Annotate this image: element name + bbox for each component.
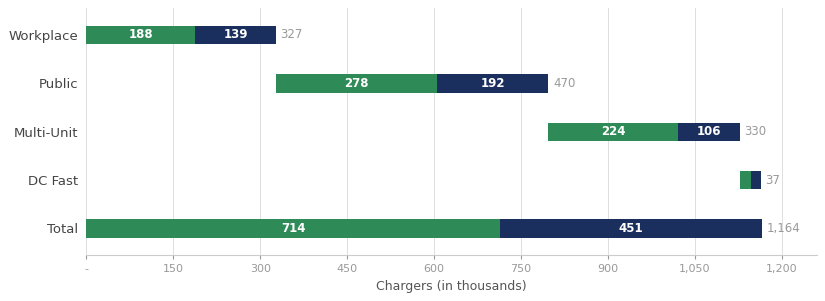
Text: 278: 278	[344, 77, 369, 90]
Text: 192: 192	[480, 77, 505, 90]
Bar	[739, 171, 752, 189]
Text: 139: 139	[224, 28, 248, 42]
Bar	[678, 123, 739, 141]
Bar	[87, 26, 196, 44]
Bar	[87, 219, 500, 238]
Text: 327: 327	[280, 28, 303, 42]
Text: 106: 106	[696, 125, 721, 138]
Text: 714: 714	[281, 222, 305, 235]
X-axis label: Chargers (in thousands): Chargers (in thousands)	[376, 280, 527, 293]
Text: 1,164: 1,164	[766, 222, 800, 235]
Bar	[752, 171, 761, 189]
Text: 470: 470	[553, 77, 575, 90]
Text: 330: 330	[744, 125, 766, 138]
Bar	[437, 74, 549, 92]
Text: 37: 37	[766, 174, 780, 187]
Text: 188: 188	[129, 28, 153, 42]
Bar	[196, 26, 276, 44]
Bar	[549, 123, 678, 141]
Text: 451: 451	[619, 222, 644, 235]
Bar	[500, 219, 761, 238]
Bar	[276, 74, 437, 92]
Text: 224: 224	[601, 125, 625, 138]
